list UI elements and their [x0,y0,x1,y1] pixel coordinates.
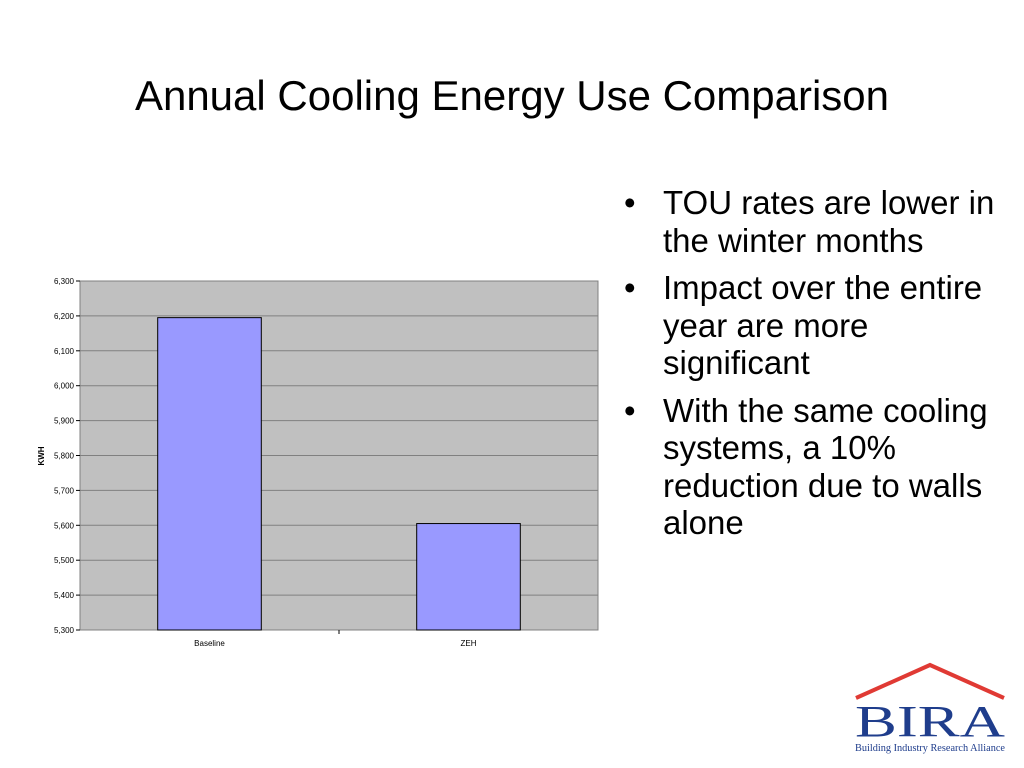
logo-name: BIRA [855,697,1005,746]
bira-logo: BIRA Building Industry Research Alliance [855,662,1006,754]
y-tick-label: 6,300 [54,277,75,286]
bar-zeh [416,523,521,631]
y-axis-ticks: 5,300 5,400 5,500 5,600 5,700 5,800 5,900 6,000… [54,277,80,635]
bullet-item: TOU rates are lower in the winter months [618,184,998,259]
bullet-item: With the same cooling systems, a 10% red… [618,392,998,542]
y-tick-label: 6,200 [54,312,75,321]
y-tick-label: 5,900 [54,417,75,426]
x-tick-label: ZEH [461,639,477,648]
x-tick-label: Baseline [194,639,225,648]
y-tick-label: 5,800 [54,452,75,461]
slide-title: Annual Cooling Energy Use Comparison [134,72,890,119]
x-axis-ticks: Baseline ZEH [194,630,477,648]
bullet-item: Impact over the entire year are more sig… [618,269,998,382]
bullet-list: TOU rates are lower in the winter months… [618,184,998,552]
y-tick-label: 5,400 [54,591,75,600]
y-tick-label: 6,100 [54,347,75,356]
bars [157,317,521,631]
bar-chart: 5,300 5,400 5,500 5,600 5,700 5,800 5,900 6,000… [37,277,599,648]
y-tick-label: 5,300 [54,626,75,635]
y-tick-label: 6,000 [54,382,75,391]
y-tick-label: 5,600 [54,521,75,530]
logo-roof-icon [855,662,1005,700]
logo-tagline: Building Industry Research Alliance [855,743,1006,754]
y-tick-label: 5,500 [54,556,75,565]
y-axis-label: KWH [37,446,46,465]
y-tick-label: 5,700 [54,486,75,495]
bar-baseline [157,317,262,631]
